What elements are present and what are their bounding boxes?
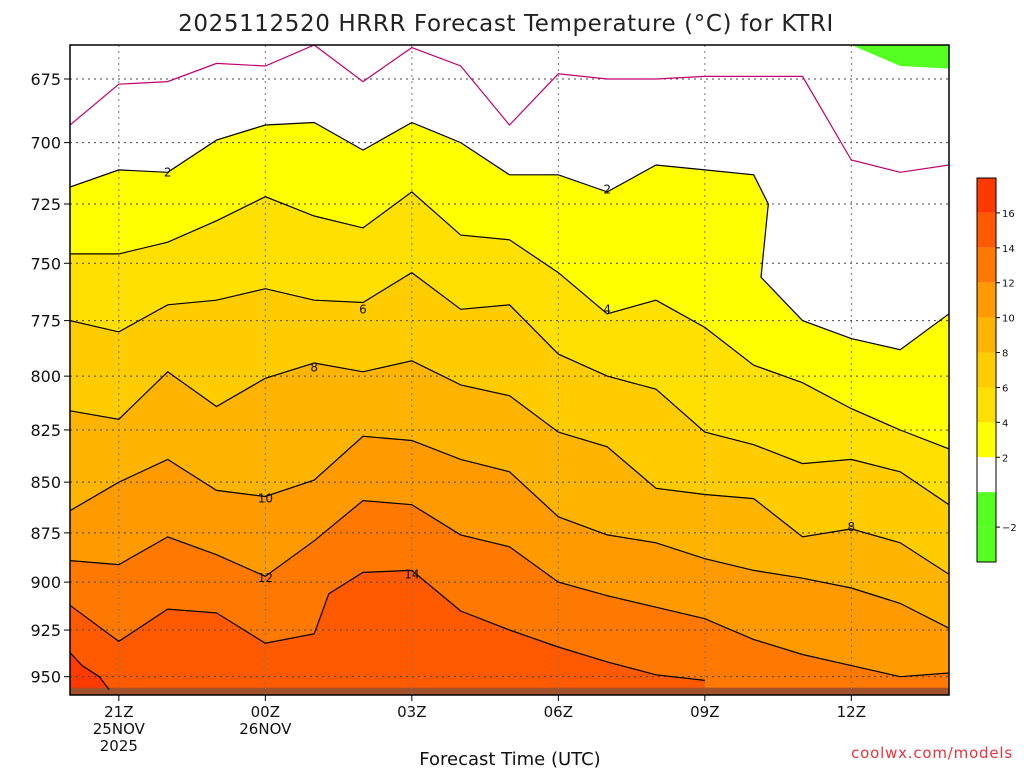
y-tick-label: 950	[30, 668, 61, 687]
colorbar-frame	[976, 177, 997, 563]
colorbar-band	[977, 282, 996, 318]
colorbar-label: 16	[1002, 209, 1015, 220]
contour-label: 2	[164, 165, 172, 179]
x-axis-label: Forecast Time (UTC)	[419, 749, 600, 768]
contour-label-text: 2	[164, 165, 172, 179]
colorbar-label: 10	[1002, 314, 1015, 325]
contour-label: 6	[359, 302, 367, 316]
contour-label: 14	[404, 567, 419, 581]
colorbar: −2 2 4 6 8 10 12 14 16	[976, 177, 1017, 563]
contour-label: 10	[258, 492, 273, 506]
y-tick-label: 675	[30, 70, 61, 89]
credit-text: coolwx.com/models	[851, 744, 1013, 762]
contour-label-text: 6	[359, 302, 367, 316]
y-tick-label: 750	[30, 254, 61, 273]
y-tick-label: 700	[30, 134, 61, 153]
x-tick-label: 00Z	[251, 703, 280, 721]
isotherm-16	[70, 652, 110, 690]
gridlines	[70, 45, 949, 695]
band-fill-cold	[851, 45, 949, 69]
contour-label-text: 2	[603, 182, 611, 196]
x-tick-label: 25NOV	[93, 720, 146, 738]
x-tick-label: 26NOV	[239, 720, 292, 738]
colorbar-band	[977, 178, 996, 213]
y-tick-label: 775	[30, 312, 61, 331]
colorbar-label: 12	[1002, 279, 1015, 290]
isotherm-14	[70, 569, 705, 681]
isotherm-4	[70, 191, 949, 450]
colorbar-band	[977, 457, 996, 493]
contour-label: 8	[310, 360, 318, 374]
y-tick-label: 900	[30, 573, 61, 592]
colorbar-label: 14	[1002, 244, 1015, 255]
y-tick-label: 825	[30, 421, 61, 440]
contour-label-text: 4	[603, 302, 611, 316]
x-tick-label: 06Z	[544, 703, 573, 721]
isotherm-12	[70, 499, 949, 678]
isotherm-6	[70, 271, 949, 506]
y-tick-label: 925	[30, 621, 61, 640]
contour-label-text: 8	[310, 360, 318, 374]
y-tick-label: 850	[30, 473, 61, 492]
contour-label-text: 12	[258, 571, 273, 585]
x-tick-label: 03Z	[397, 703, 426, 721]
chart-title: 2025112520 HRRR Forecast Temperature (°C…	[178, 11, 834, 37]
colorbar-band	[977, 317, 996, 353]
isotherm-8	[70, 360, 949, 575]
colorbar-label: 2	[1002, 453, 1008, 464]
contour-label-text: 8	[848, 520, 856, 534]
contour-label: 12	[258, 571, 273, 585]
colorbar-label: −2	[1002, 523, 1017, 534]
x-tick-label: 09Z	[690, 703, 719, 721]
y-tick-label: 725	[30, 195, 61, 214]
contour-label-text: 10	[258, 492, 273, 506]
band-fill-14	[70, 570, 705, 695]
y-tick-label: 875	[30, 524, 61, 543]
colorbar-band	[977, 212, 996, 248]
isotherm-10	[70, 435, 949, 629]
colorbar-band	[977, 387, 996, 423]
plot-area: 2 2 4 6 8 8 10 12 14 675 700 725 750 775 800 825 850 875 9…	[30, 44, 950, 755]
colorbar-band	[977, 247, 996, 283]
temperature-fill	[70, 45, 949, 695]
colorbar-band	[977, 352, 996, 388]
y-tick-label: 800	[30, 367, 61, 386]
plot-frame	[69, 44, 950, 696]
x-tick-label: 21Z	[104, 703, 133, 721]
colorbar-band	[977, 422, 996, 458]
colorbar-band	[977, 492, 996, 528]
x-tick-label: 12Z	[837, 703, 866, 721]
contour-label-text: 14	[404, 567, 419, 581]
colorbar-label: 6	[1002, 383, 1008, 394]
colorbar-label: 4	[1002, 418, 1008, 429]
contour-label: 8	[848, 520, 856, 534]
isotherm-0	[70, 45, 949, 173]
colorbar-band	[977, 527, 996, 562]
ground-strip	[70, 687, 949, 695]
contour-label: 4	[603, 302, 611, 316]
isotherm-2	[70, 121, 949, 351]
x-tick-label: 2025	[100, 737, 138, 755]
contour-label: 2	[603, 182, 611, 196]
colorbar-label: 8	[1002, 349, 1008, 360]
isotherm-lines	[70, 45, 949, 690]
